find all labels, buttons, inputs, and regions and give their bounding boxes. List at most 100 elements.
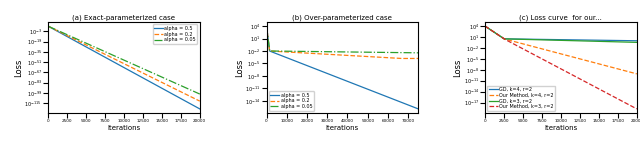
alpha = 0.2 [373,56,381,58]
GD, k=4, r=2 [630,40,637,42]
GD, k=3, r=2 [614,41,621,43]
GD, k=4, r=2 [614,40,621,41]
X-axis label: Iterations: Iterations [326,125,359,131]
Our Method, k=4, r=2 [508,40,515,42]
Line: alpha = 0.05: alpha = 0.05 [266,26,419,53]
Our Method, k=3, r=2 [633,108,640,110]
GD, k=4, r=2 [633,40,640,42]
alpha = 0.05 [44,25,52,27]
alpha = 0.5 [193,106,200,108]
alpha = 0.2 [328,54,335,55]
alpha = 0.2 [396,57,403,59]
alpha = 0.5 [61,35,69,36]
alpha = 0.2 [61,34,69,36]
alpha = 0.5 [177,97,184,99]
alpha = 0.2 [403,57,410,59]
GD, k=4, r=2 [546,39,554,41]
alpha = 0.05 [193,92,200,94]
alpha = 0.2 [262,25,270,27]
X-axis label: Iterations: Iterations [108,125,141,131]
alpha = 0.2 [44,25,52,27]
Our Method, k=3, r=2 [481,25,489,27]
GD, k=3, r=2 [540,39,547,41]
alpha = 0.5 [262,25,270,27]
alpha = 0.5 [70,40,78,41]
GD, k=4, r=2 [499,37,506,39]
alpha = 0.05 [262,25,270,27]
Line: GD, k=4, r=2: GD, k=4, r=2 [485,26,637,41]
alpha = 0.5 [109,60,116,62]
Our Method, k=4, r=2 [614,68,621,70]
alpha = 0.2 [326,54,334,55]
Our Method, k=3, r=2 [630,106,637,108]
alpha = 0.05 [335,51,342,53]
alpha = 0.2 [335,54,342,56]
GD, k=3, r=2 [508,38,515,40]
alpha = 0.05 [402,52,410,54]
alpha = 0.5 [326,74,334,76]
alpha = 0.5 [335,77,342,79]
alpha = 0.2 [109,57,116,59]
Line: GD, k=3, r=2: GD, k=3, r=2 [485,26,637,42]
Our Method, k=3, r=2 [614,98,621,100]
alpha = 0.5 [196,108,204,110]
alpha = 0.5 [373,92,381,94]
Title: (a) Exact-parameterized case: (a) Exact-parameterized case [72,14,175,21]
Legend: alpha = 0.5, alpha = 0.2, alpha = 0.05: alpha = 0.5, alpha = 0.2, alpha = 0.05 [269,91,314,111]
alpha = 0.2 [193,99,200,101]
alpha = 0.05 [196,93,204,95]
alpha = 0.2 [415,57,422,59]
Our Method, k=3, r=2 [508,42,515,44]
GD, k=3, r=2 [546,39,554,41]
alpha = 0.05 [326,51,334,53]
GD, k=3, r=2 [481,25,489,27]
GD, k=3, r=2 [630,41,637,43]
GD, k=3, r=2 [633,41,640,43]
alpha = 0.5 [402,103,410,105]
Our Method, k=3, r=2 [546,62,554,64]
Our Method, k=3, r=2 [540,59,547,60]
alpha = 0.2 [177,91,184,92]
Line: Our Method, k=4, r=2: Our Method, k=4, r=2 [485,26,637,74]
alpha = 0.2 [102,54,110,56]
Y-axis label: Loss: Loss [14,58,23,77]
Y-axis label: Loss: Loss [453,58,462,77]
Our Method, k=4, r=2 [630,72,637,74]
GD, k=3, r=2 [499,37,506,39]
alpha = 0.05 [328,51,335,53]
Line: alpha = 0.5: alpha = 0.5 [266,26,419,109]
alpha = 0.05 [410,52,417,54]
alpha = 0.5 [102,57,110,59]
alpha = 0.05 [102,51,110,53]
Line: Our Method, k=3, r=2: Our Method, k=3, r=2 [485,26,637,109]
alpha = 0.05 [109,54,116,56]
Line: alpha = 0.05: alpha = 0.05 [48,26,200,94]
Line: alpha = 0.5: alpha = 0.5 [48,26,200,109]
alpha = 0.2 [410,57,417,59]
GD, k=4, r=2 [540,38,547,40]
Legend: alpha = 0.5, alpha = 0.2, alpha = 0.05: alpha = 0.5, alpha = 0.2, alpha = 0.05 [152,24,197,44]
alpha = 0.05 [415,52,422,54]
alpha = 0.2 [196,100,204,102]
Y-axis label: Loss: Loss [235,58,244,77]
Line: alpha = 0.2: alpha = 0.2 [266,26,419,58]
Line: alpha = 0.2: alpha = 0.2 [48,26,200,101]
Our Method, k=4, r=2 [633,73,640,75]
alpha = 0.5 [415,108,422,110]
alpha = 0.05 [373,51,381,53]
alpha = 0.05 [61,33,69,35]
Our Method, k=4, r=2 [499,37,506,39]
alpha = 0.5 [44,25,52,27]
Our Method, k=4, r=2 [546,50,554,52]
Our Method, k=4, r=2 [540,48,547,50]
GD, k=4, r=2 [481,25,489,27]
Our Method, k=3, r=2 [499,37,506,39]
Our Method, k=4, r=2 [481,25,489,27]
X-axis label: Iterations: Iterations [544,125,577,131]
GD, k=4, r=2 [508,38,515,40]
alpha = 0.5 [328,74,335,76]
alpha = 0.2 [70,38,78,40]
alpha = 0.5 [410,106,417,108]
Legend: GD, k=4, r=2, Our Method, k=4, r=2, GD, k=3, r=2, Our Method, k=3, r=2: GD, k=4, r=2, Our Method, k=4, r=2, GD, … [488,86,555,111]
Title: (b) Over-parameterized case: (b) Over-parameterized case [292,14,392,21]
